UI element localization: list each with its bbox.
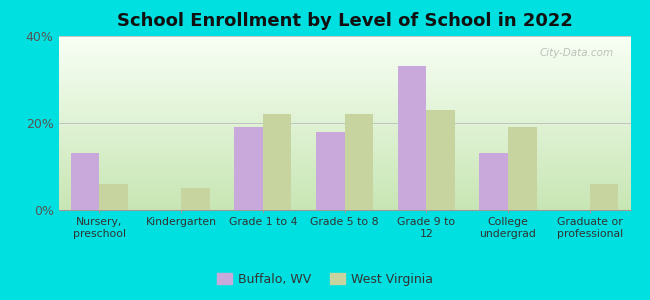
Bar <box>234 127 263 210</box>
Bar <box>71 154 99 210</box>
Bar <box>316 132 344 210</box>
Bar <box>398 66 426 210</box>
Bar <box>426 110 455 210</box>
Title: School Enrollment by Level of School in 2022: School Enrollment by Level of School in … <box>116 12 573 30</box>
Bar <box>181 188 210 210</box>
Bar <box>263 114 291 210</box>
Bar <box>99 184 128 210</box>
Bar <box>344 114 373 210</box>
Bar <box>590 184 618 210</box>
Legend: Buffalo, WV, West Virginia: Buffalo, WV, West Virginia <box>212 268 438 291</box>
Bar <box>508 127 536 210</box>
Text: City-Data.com: City-Data.com <box>540 48 614 58</box>
Bar <box>479 154 508 210</box>
